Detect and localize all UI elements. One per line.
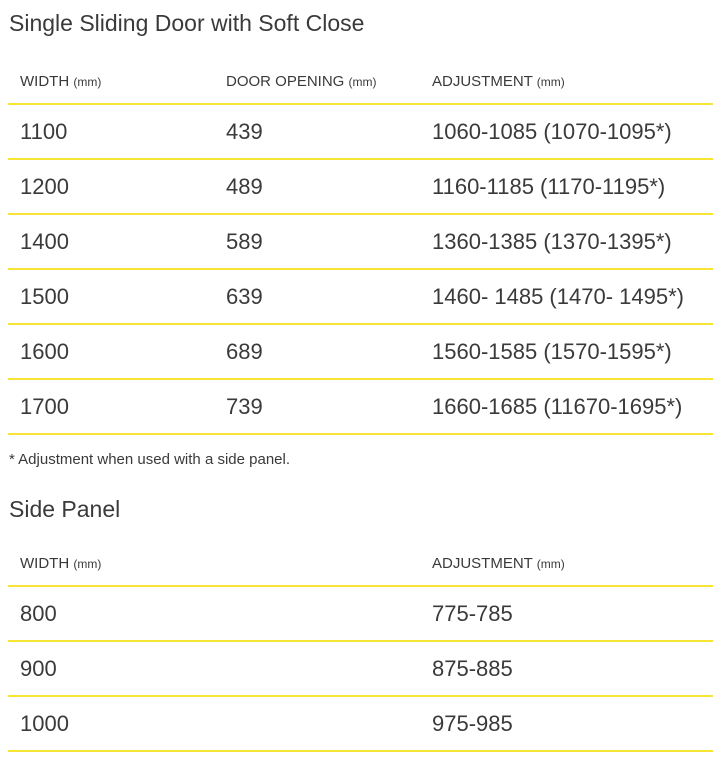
header-label: WIDTH: [20, 73, 70, 90]
table-cell: 875-885: [420, 641, 713, 697]
table-cell: 975-985: [420, 696, 713, 752]
table-row: 1000 975-985: [8, 696, 713, 752]
table-cell: 489: [214, 159, 420, 215]
table-row: 1100 439 1060-1085 (1070-1095*): [8, 104, 713, 160]
footnote: * Adjustment when used with a side panel…: [9, 451, 291, 468]
table-header-row: WIDTH (mm) ADJUSTMENT (mm): [8, 542, 713, 587]
section-title-side-panel: Side Panel: [9, 496, 121, 522]
table-cell: 1460- 1485 (1470- 1495*): [420, 269, 713, 325]
table-cell: 1200: [8, 159, 214, 215]
header-label: DOOR OPENING: [226, 73, 345, 90]
table-cell: 589: [214, 214, 420, 270]
table-cell: 1060-1085 (1070-1095*): [420, 104, 713, 160]
table-cell: 900: [8, 641, 420, 697]
page: Single Sliding Door with Soft Close WIDT…: [8, 10, 713, 752]
table-cell: 1560-1585 (1570-1595*): [420, 324, 713, 380]
table-cell: 1100: [8, 104, 214, 160]
header-unit: (mm): [73, 75, 102, 89]
header-unit: (mm): [536, 557, 565, 571]
side-panel-table: WIDTH (mm) ADJUSTMENT (mm) 800 775-785 900…: [8, 542, 713, 752]
header-label: WIDTH: [20, 555, 70, 572]
table-cell: 739: [214, 379, 420, 435]
table-cell: 439: [214, 104, 420, 160]
table-cell: 1400: [8, 214, 214, 270]
table-cell: 1000: [8, 696, 420, 752]
header-unit: (mm): [348, 75, 377, 89]
table-cell: 1500: [8, 269, 214, 325]
table-cell: 639: [214, 269, 420, 325]
header-adjustment: ADJUSTMENT (mm): [420, 542, 713, 587]
header-label: ADJUSTMENT: [432, 555, 533, 572]
table-cell: 1660-1685 (11670-1695*): [420, 379, 713, 435]
table-row: 800 775-785: [8, 586, 713, 642]
table-row: 1200 489 1160-1185 (1170-1195*): [8, 159, 713, 215]
table-cell: 1600: [8, 324, 214, 380]
table-cell: 775-785: [420, 586, 713, 642]
header-label: ADJUSTMENT: [432, 73, 533, 90]
table-header-row: WIDTH (mm) DOOR OPENING (mm) ADJUSTMENT …: [8, 60, 713, 105]
header-unit: (mm): [536, 75, 565, 89]
table-cell: 1700: [8, 379, 214, 435]
header-width: WIDTH (mm): [8, 60, 214, 105]
sliding-door-table: WIDTH (mm) DOOR OPENING (mm) ADJUSTMENT …: [8, 60, 713, 435]
table-row: 1600 689 1560-1585 (1570-1595*): [8, 324, 713, 380]
table-row: 900 875-885: [8, 641, 713, 697]
section-title-sliding-door: Single Sliding Door with Soft Close: [9, 10, 365, 36]
header-width: WIDTH (mm): [8, 542, 420, 587]
table-cell: 1160-1185 (1170-1195*): [420, 159, 713, 215]
header-door-opening: DOOR OPENING (mm): [214, 60, 420, 105]
header-unit: (mm): [73, 557, 102, 571]
header-adjustment: ADJUSTMENT (mm): [420, 60, 713, 105]
table-row: 1500 639 1460- 1485 (1470- 1495*): [8, 269, 713, 325]
table-row: 1400 589 1360-1385 (1370-1395*): [8, 214, 713, 270]
table-row: 1700 739 1660-1685 (11670-1695*): [8, 379, 713, 435]
table-cell: 689: [214, 324, 420, 380]
table-cell: 1360-1385 (1370-1395*): [420, 214, 713, 270]
table-cell: 800: [8, 586, 420, 642]
